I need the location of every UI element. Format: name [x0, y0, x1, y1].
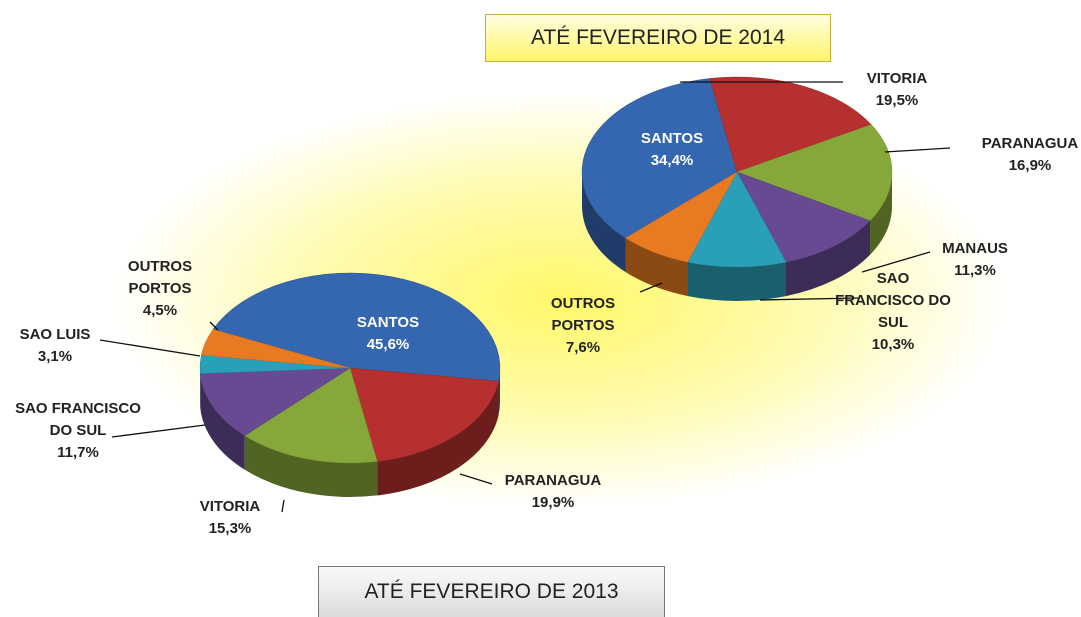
slice [349, 367, 499, 462]
chart-title: ATÉ FEVEREIRO DE 2014 [485, 14, 831, 62]
slice [581, 78, 738, 239]
data-label: SANTOS 34,4% [612, 128, 732, 172]
data-label: SAO LUIS 3,1% [10, 324, 100, 368]
value-label: 19,9% [531, 494, 575, 511]
category-label: PARANAGUA [504, 472, 602, 489]
data-label: SAO FRANCISCO DO SUL 10,3% [833, 268, 953, 356]
data-label: VITORIA 19,5% [837, 68, 957, 112]
slice-side [625, 237, 688, 297]
slice [709, 76, 872, 173]
data-label: OUTROS PORTOS 7,6% [533, 293, 633, 359]
value-label: 11,7% [57, 444, 99, 461]
category-label: VITORIA [866, 70, 928, 87]
data-label: VITORIA 15,3% [180, 496, 280, 540]
value-label: 10,3% [871, 336, 915, 353]
leader-line [281, 499, 285, 513]
chart-title: ATÉ FEVEREIRO DE 2013 [318, 566, 665, 617]
slice [687, 171, 787, 268]
category-label: SANTOS [640, 130, 704, 147]
value-label: 19,5% [875, 92, 919, 109]
category-label: MANAUS [942, 240, 1008, 257]
value-label: 15,3% [208, 520, 252, 537]
value-label: 16,9% [1008, 157, 1052, 174]
category-label: OUTROS PORTOS [127, 258, 193, 297]
category-label: SANTOS [356, 314, 420, 331]
category-label: SAO LUIS [19, 326, 91, 343]
category-label: VITORIA [199, 498, 261, 515]
category-label: SAO FRANCISCO DO SUL [15, 400, 141, 439]
value-label: 4,5% [142, 302, 178, 319]
value-label: 7,6% [565, 339, 601, 356]
slice [212, 272, 501, 382]
slice [625, 171, 738, 263]
slice-side [870, 172, 892, 255]
data-label: SAO FRANCISCO DO SUL 11,7% [8, 398, 148, 464]
value-label: 3,1% [37, 348, 73, 365]
leader-line [639, 282, 663, 293]
slice-side [200, 373, 245, 470]
slice-side [377, 381, 499, 496]
data-label: SANTOS 45,6% [328, 312, 448, 356]
value-label: 34,4% [650, 152, 694, 169]
slice [736, 124, 893, 222]
slice [244, 367, 378, 464]
category-label: SAO FRANCISCO DO SUL [835, 270, 951, 331]
slice-side [786, 220, 871, 297]
leader-line [459, 473, 493, 485]
leader-line [99, 339, 201, 357]
leader-line [111, 424, 206, 438]
slice-side [687, 262, 787, 301]
leader-line [209, 321, 219, 331]
leader-line [759, 297, 859, 301]
data-label: PARANAGUA 16,9% [965, 133, 1081, 177]
slice-side [244, 435, 378, 497]
slice [201, 329, 351, 369]
slice [199, 367, 351, 436]
leader-line [861, 251, 931, 273]
data-label: OUTROS PORTOS 4,5% [110, 256, 210, 322]
slice [736, 171, 871, 263]
leader-line [884, 147, 951, 153]
data-label: PARANAGUA 19,9% [488, 470, 618, 514]
value-label: 45,6% [366, 336, 410, 353]
slice-side [582, 172, 626, 272]
category-label: PARANAGUA [981, 135, 1079, 152]
category-label: OUTROS PORTOS [550, 295, 616, 334]
data-label: MANAUS 11,3% [920, 238, 1030, 282]
value-label: 11,3% [954, 262, 996, 279]
